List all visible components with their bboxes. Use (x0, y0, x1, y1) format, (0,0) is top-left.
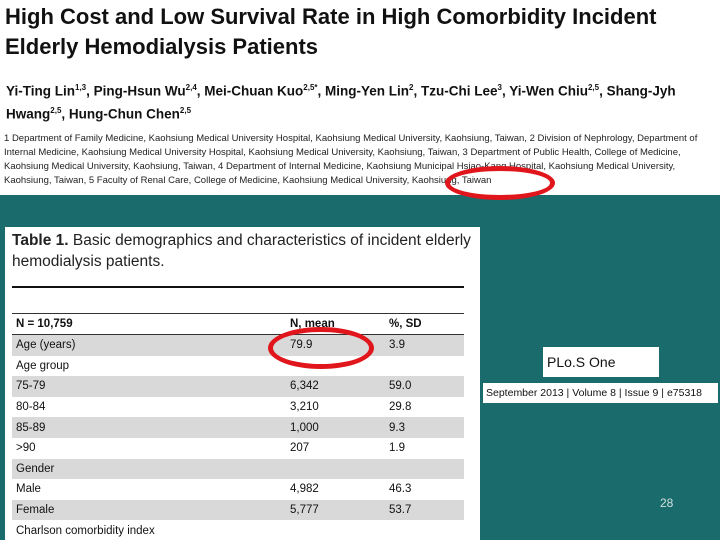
affiliation-number: 4 (218, 161, 224, 172)
table-cell: 9.3 (385, 417, 464, 438)
table-cell (385, 458, 464, 480)
table-row: 85-89 1,000 9.3 (12, 417, 464, 438)
author-affiliation-mark: 2,5 (587, 83, 600, 92)
author-name: Mei-Chuan Kuo (204, 83, 304, 99)
paper-header: High Cost and Low Survival Rate in High … (0, 0, 720, 195)
column-header: N = 10,759 (12, 313, 286, 335)
author-affiliation-mark: 2,5 (50, 105, 62, 115)
table-cell (286, 458, 385, 480)
table-row: Gender (12, 458, 464, 480)
affiliation-text: Department of Public Health, College of … (4, 147, 681, 172)
table-cell: 85-89 (12, 417, 286, 438)
table-row: Male 4,982 46.3 (12, 479, 464, 500)
author-affiliation-mark: 2,5* (303, 83, 318, 92)
table-cell: 80-84 (16, 401, 46, 414)
paper-title: High Cost and Low Survival Rate in High … (5, 4, 657, 59)
table-cell: 4,982 (290, 483, 319, 496)
table-cell: Age (years) (12, 334, 286, 356)
affiliation-number: 5 (88, 175, 95, 186)
table-cell (385, 520, 464, 540)
author-name: Yi-Ting Lin (6, 83, 75, 99)
table-row: Female 5,777 53.7 (12, 499, 464, 521)
author-name: Ping-Hsun Wu (93, 83, 186, 99)
author-affiliation-mark: 2,4 (185, 83, 197, 92)
table-cell: Charlson comorbidity index (16, 524, 155, 537)
author-name: Shang-Jyh Hwang (6, 83, 676, 122)
table-cell: 29.8 (389, 401, 412, 414)
table-cell: 59.0 (385, 376, 464, 397)
table-cell: 3.9 (385, 334, 464, 356)
table-cell: 6,342 (286, 376, 385, 397)
author-list: Yi-Ting Lin1,3, Ping-Hsun Wu2,4, Mei-Chu… (6, 83, 676, 122)
highlight-ellipse-affiliation (445, 166, 555, 200)
affiliation-text: Division of Nephrology, Department of In… (4, 133, 698, 158)
table-row: Age (years) 79.9 3.9 (12, 334, 464, 356)
table-cell: 1.9 (389, 442, 405, 455)
table-cell: 1,000 (286, 417, 385, 438)
affiliation-number: 3 (462, 147, 468, 158)
column-header: %, SD (385, 313, 464, 335)
author-name: Ming-Yen Lin (325, 83, 410, 99)
author-name: Yi-Wen Chiu (509, 83, 588, 99)
table-cell: 53.7 (385, 499, 464, 521)
table-cell: Gender (12, 458, 286, 480)
table-cell (385, 356, 464, 377)
table-row: Charlson comorbidity index (12, 520, 464, 540)
table-cell (286, 520, 385, 540)
citation-label: September 2013 | Volume 8 | Issue 9 | e7… (483, 383, 718, 403)
table-label: Table 1. (12, 232, 69, 249)
affiliation-number: 2 (529, 133, 535, 144)
journal-label: PLo.S One (543, 347, 659, 377)
table-caption: Table 1. Basic demographics and characte… (12, 230, 472, 272)
highlight-ellipse-mean-age (268, 327, 374, 369)
affiliation-text: Department of Family Medicine, Kaohsiung… (11, 133, 527, 144)
table-cell: 5,777 (286, 499, 385, 521)
table-cell: Male (16, 483, 41, 496)
table-row: Age group (12, 356, 464, 377)
affiliation-number: 1 (4, 133, 10, 144)
author-name: Tzu-Chi Lee (421, 83, 498, 99)
author-affiliation-mark: 2 (409, 83, 414, 92)
author-affiliation-mark: 3 (497, 83, 502, 92)
author-affiliation-mark: 2,5 (179, 105, 192, 115)
table-cell: Female (12, 499, 286, 521)
table-header-row: N = 10,759 N, mean %, SD (12, 313, 464, 335)
table-cell: 75-79 (12, 376, 286, 397)
table-caption-text: Basic demographics and characteristics o… (12, 232, 471, 270)
table-body: Age (years) 79.9 3.9 Age group 75-79 6,342 59.… (12, 334, 464, 540)
author-name: Hung-Chun Chen (68, 106, 180, 121)
author-affiliation-mark: 1,3 (75, 83, 87, 92)
table-panel: Table 1. Basic demographics and characte… (5, 227, 480, 540)
affiliation-list: 1 Department of Family Medicine, Kaohsiu… (4, 132, 720, 188)
table-cell: 46.3 (389, 483, 412, 496)
table-cell: 3,210 (290, 401, 319, 414)
page-number: 28 (660, 496, 674, 510)
table-cell: >90 (16, 442, 36, 455)
table-row: 80-84 3,210 29.8 (12, 397, 464, 418)
table-row: >90 207 1.9 (12, 438, 464, 459)
table-cell: Age group (16, 359, 70, 372)
demographics-table: N = 10,759 N, mean %, SD Age (years) 79.9… (12, 313, 464, 540)
table-row: 75-79 6,342 59.0 (12, 376, 464, 397)
table-top-rule (12, 286, 464, 288)
affiliation-text: Faculty of Renal Care, College of Medici… (96, 175, 492, 186)
affiliation-text: Department of Internal Medicine, Kaohsiu… (4, 161, 676, 186)
table-cell: 207 (290, 442, 310, 455)
